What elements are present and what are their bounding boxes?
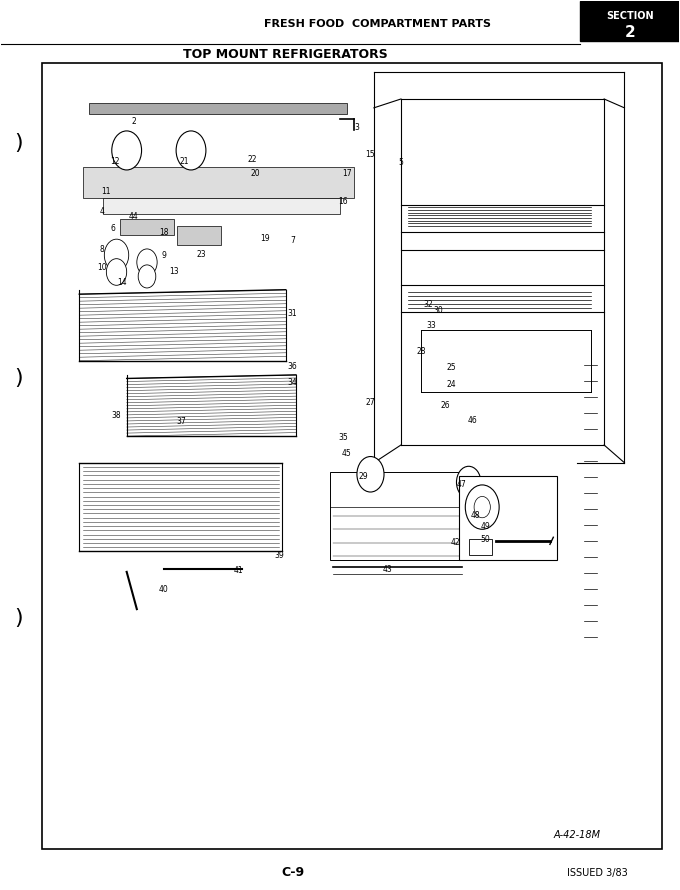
Text: 29: 29 <box>359 473 369 481</box>
Text: 40: 40 <box>159 585 169 595</box>
Text: 21: 21 <box>180 157 189 166</box>
Text: 3: 3 <box>354 123 359 132</box>
Text: 47: 47 <box>457 481 466 490</box>
Text: 34: 34 <box>288 377 297 386</box>
Text: 22: 22 <box>248 155 257 164</box>
Text: 25: 25 <box>447 363 456 372</box>
Text: 9: 9 <box>161 251 167 260</box>
Text: 11: 11 <box>101 187 111 196</box>
Text: 20: 20 <box>250 169 260 178</box>
Text: 5: 5 <box>398 158 403 167</box>
Text: 13: 13 <box>169 268 179 277</box>
FancyBboxPatch shape <box>42 63 662 849</box>
Text: 12: 12 <box>110 157 120 166</box>
Text: 41: 41 <box>234 567 243 576</box>
Text: 7: 7 <box>290 237 295 246</box>
Text: A-42-18M: A-42-18M <box>554 830 600 840</box>
Text: C-9: C-9 <box>281 866 304 879</box>
Text: 46: 46 <box>467 416 477 425</box>
Circle shape <box>104 239 129 271</box>
Circle shape <box>465 485 499 530</box>
Text: 44: 44 <box>129 213 138 222</box>
Circle shape <box>137 249 157 276</box>
Text: 14: 14 <box>117 279 126 287</box>
Text: 37: 37 <box>176 417 186 426</box>
FancyBboxPatch shape <box>103 198 340 214</box>
Text: 28: 28 <box>417 347 426 356</box>
Text: 48: 48 <box>471 512 480 521</box>
Text: 38: 38 <box>112 411 121 420</box>
Text: ): ) <box>14 608 22 628</box>
Text: 10: 10 <box>97 263 107 272</box>
FancyBboxPatch shape <box>120 219 174 235</box>
Text: 35: 35 <box>339 433 348 442</box>
Text: 42: 42 <box>450 538 460 547</box>
Text: 30: 30 <box>433 305 443 315</box>
Text: 2: 2 <box>131 117 136 125</box>
Text: 6: 6 <box>111 224 116 233</box>
FancyBboxPatch shape <box>581 2 679 41</box>
Text: 2: 2 <box>624 25 635 40</box>
Text: 39: 39 <box>274 552 284 561</box>
Text: FRESH FOOD  COMPARTMENT PARTS: FRESH FOOD COMPARTMENT PARTS <box>264 19 491 28</box>
Circle shape <box>357 457 384 492</box>
Text: 23: 23 <box>197 250 206 259</box>
Text: 16: 16 <box>339 197 348 206</box>
Text: 15: 15 <box>366 150 375 159</box>
Text: 43: 43 <box>383 565 392 574</box>
Circle shape <box>112 131 141 170</box>
Text: 49: 49 <box>481 522 490 531</box>
Text: 24: 24 <box>447 380 456 389</box>
Circle shape <box>138 265 156 288</box>
FancyBboxPatch shape <box>458 476 557 561</box>
Text: 45: 45 <box>342 449 352 458</box>
Text: 33: 33 <box>426 320 437 329</box>
Text: 19: 19 <box>260 234 271 243</box>
FancyBboxPatch shape <box>469 539 492 555</box>
Text: TOP MOUNT REFRIGERATORS: TOP MOUNT REFRIGERATORS <box>184 48 388 61</box>
Text: 26: 26 <box>440 400 449 409</box>
Circle shape <box>176 131 206 170</box>
Circle shape <box>106 259 126 286</box>
Text: 4: 4 <box>99 207 104 216</box>
Text: 18: 18 <box>159 228 169 237</box>
Text: 32: 32 <box>423 300 433 310</box>
Text: ): ) <box>14 368 22 388</box>
FancyBboxPatch shape <box>177 226 222 246</box>
Text: 8: 8 <box>99 246 104 255</box>
Text: 31: 31 <box>288 309 297 319</box>
Text: ): ) <box>14 134 22 153</box>
Text: 17: 17 <box>342 169 352 178</box>
FancyBboxPatch shape <box>83 167 354 198</box>
Circle shape <box>456 466 481 498</box>
Text: 27: 27 <box>366 398 375 407</box>
FancyBboxPatch shape <box>90 103 347 114</box>
Text: SECTION: SECTION <box>606 11 653 20</box>
Text: 50: 50 <box>481 536 490 545</box>
FancyBboxPatch shape <box>330 472 462 561</box>
Text: ISSUED 3/83: ISSUED 3/83 <box>567 868 628 878</box>
Circle shape <box>474 497 490 518</box>
Text: 36: 36 <box>288 362 297 371</box>
